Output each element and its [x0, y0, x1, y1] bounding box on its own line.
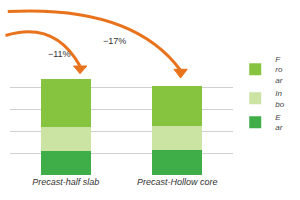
- svg-text:Inbo: Inbo: [275, 89, 284, 108]
- svg-text:Ear: Ear: [275, 113, 282, 132]
- svg-text:−11%: −11%: [48, 49, 71, 59]
- svg-text:Precast-Hollow core: Precast-Hollow core: [137, 177, 218, 187]
- svg-text:Precast-half slab: Precast-half slab: [32, 177, 99, 187]
- svg-text:−17%: −17%: [103, 36, 126, 46]
- svg-text:Froar: Froar: [275, 55, 283, 85]
